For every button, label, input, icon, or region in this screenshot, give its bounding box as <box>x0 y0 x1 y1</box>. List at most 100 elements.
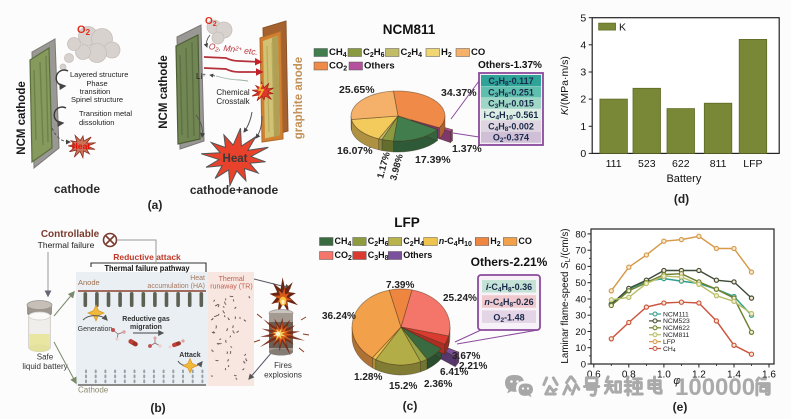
svg-text:20: 20 <box>575 327 586 338</box>
svg-text:Spinel structure: Spinel structure <box>71 95 123 104</box>
svg-text:622: 622 <box>672 158 690 170</box>
svg-text:Transition metal: Transition metal <box>79 109 132 118</box>
svg-text:O2: O2 <box>205 16 217 28</box>
svg-text:O2-0.374: O2-0.374 <box>493 133 529 145</box>
svg-text:Anode: Anode <box>78 278 100 287</box>
svg-text:Cathode: Cathode <box>78 386 109 395</box>
svg-text:Heat: Heat <box>190 275 205 282</box>
svg-text:Others: Others <box>403 250 432 260</box>
svg-text:C2H6: C2H6 <box>363 47 385 59</box>
svg-text:Generation: Generation <box>78 326 113 333</box>
svg-text:n-C4H10: n-C4H10 <box>439 236 472 248</box>
svg-text:graphite anode: graphite anode <box>293 57 305 139</box>
svg-text:LFP: LFP <box>743 158 762 170</box>
svg-text:0: 0 <box>580 148 586 160</box>
svg-text:Heat: Heat <box>72 141 91 151</box>
svg-text:CO: CO <box>471 47 485 58</box>
svg-text:C2H4: C2H4 <box>401 47 423 59</box>
svg-text:K: K <box>619 22 626 34</box>
svg-text:C4H8-0.002: C4H8-0.002 <box>488 121 534 133</box>
svg-text:4: 4 <box>580 39 586 51</box>
svg-text:transition: transition <box>80 87 110 96</box>
svg-text:(a): (a) <box>148 198 163 212</box>
svg-text:H2: H2 <box>490 236 501 248</box>
svg-text:φ: φ <box>673 375 680 387</box>
svg-text:(c): (c) <box>403 399 418 413</box>
svg-text:1.0: 1.0 <box>657 370 671 381</box>
svg-text:migration: migration <box>130 324 162 331</box>
svg-text:Fires: Fires <box>274 361 292 370</box>
svg-text:Thermal: Thermal <box>219 276 245 283</box>
svg-text:(b): (b) <box>150 401 165 415</box>
svg-text:1.2: 1.2 <box>692 370 706 381</box>
svg-text:CO2: CO2 <box>329 61 347 73</box>
svg-text:H2: H2 <box>441 47 452 59</box>
svg-text:runaway (TR): runaway (TR) <box>210 284 252 291</box>
svg-text:i-C4H8-0.36: i-C4H8-0.36 <box>486 282 532 294</box>
svg-text:liquid battery: liquid battery <box>22 362 67 371</box>
svg-text:LFP: LFP <box>394 215 420 230</box>
svg-text:accumulation (HA): accumulation (HA) <box>147 283 205 290</box>
svg-text:CO2: CO2 <box>335 250 353 262</box>
svg-text:3.67%: 3.67% <box>452 351 480 362</box>
svg-text:2: 2 <box>580 94 586 106</box>
svg-text:10: 10 <box>575 343 586 354</box>
svg-text:LFP: LFP <box>663 339 676 346</box>
svg-text:80: 80 <box>575 229 586 240</box>
svg-text:Reductive attack: Reductive attack <box>113 252 181 262</box>
svg-text:70: 70 <box>575 246 586 257</box>
svg-text:25.65%: 25.65% <box>339 84 375 96</box>
svg-text:34.37%: 34.37% <box>441 87 477 99</box>
svg-text:2.21%: 2.21% <box>459 361 487 372</box>
svg-text:C3H6-0.251: C3H6-0.251 <box>488 87 534 99</box>
svg-text:523: 523 <box>638 158 656 170</box>
svg-text:811: 811 <box>710 158 727 170</box>
svg-text:36.24%: 36.24% <box>322 311 356 322</box>
svg-text:17.39%: 17.39% <box>415 154 451 166</box>
svg-text:Safe: Safe <box>37 353 54 362</box>
svg-text:1.28%: 1.28% <box>354 372 382 383</box>
svg-text:O2-1.48: O2-1.48 <box>493 312 524 324</box>
svg-text:16.07%: 16.07% <box>337 145 373 157</box>
svg-text:40: 40 <box>575 294 586 305</box>
svg-text:cathode: cathode <box>54 182 100 196</box>
svg-text:Laminar flame-speed SL/(cm/s): Laminar flame-speed SL/(cm/s) <box>560 228 572 363</box>
svg-text:Others: Others <box>364 61 395 72</box>
svg-text:Heat: Heat <box>223 153 248 165</box>
svg-text:C2H4: C2H4 <box>403 236 424 248</box>
svg-text:2.36%: 2.36% <box>424 379 452 390</box>
svg-text:C3H8: C3H8 <box>368 250 389 262</box>
svg-text:3: 3 <box>580 67 586 79</box>
svg-text:Attack: Attack <box>179 352 201 359</box>
svg-text:(d): (d) <box>674 192 689 206</box>
svg-text:Layered structure: Layered structure <box>70 70 128 79</box>
svg-text:dissolution: dissolution <box>79 118 114 127</box>
svg-text:NCM cathode: NCM cathode <box>16 81 28 154</box>
svg-text:NCM111: NCM111 <box>663 311 689 318</box>
svg-text:CH4: CH4 <box>329 47 347 59</box>
svg-text:60: 60 <box>575 262 586 273</box>
svg-text:Controllable: Controllable <box>41 229 100 240</box>
svg-text:0: 0 <box>581 359 586 370</box>
svg-text:C2H6: C2H6 <box>368 236 389 248</box>
svg-text:C3H4-0.015: C3H4-0.015 <box>488 99 534 111</box>
svg-text:6.41%: 6.41% <box>440 367 468 378</box>
svg-text:Thermal failure pathway: Thermal failure pathway <box>105 263 190 273</box>
svg-text:Battery: Battery <box>666 173 701 185</box>
svg-text:O2: O2 <box>77 24 91 37</box>
svg-text:NCM622: NCM622 <box>663 325 690 332</box>
svg-text:0.8: 0.8 <box>622 370 636 381</box>
svg-text:50: 50 <box>575 278 586 289</box>
svg-text:1.4: 1.4 <box>727 370 741 381</box>
svg-text:explosions: explosions <box>264 371 302 380</box>
svg-text:cathode+anode: cathode+anode <box>190 183 279 197</box>
svg-text:CH4: CH4 <box>335 236 352 248</box>
svg-text:5: 5 <box>580 12 586 24</box>
svg-text:1: 1 <box>580 121 586 133</box>
svg-text:Reductive gas: Reductive gas <box>122 316 170 323</box>
svg-text:CH4: CH4 <box>663 346 676 354</box>
svg-text:Others-1.37%: Others-1.37% <box>478 60 542 71</box>
svg-text:n-C4H8-0.26: n-C4H8-0.26 <box>484 297 533 309</box>
svg-text:Li+: Li+ <box>196 72 206 81</box>
svg-text:CO: CO <box>518 236 532 246</box>
